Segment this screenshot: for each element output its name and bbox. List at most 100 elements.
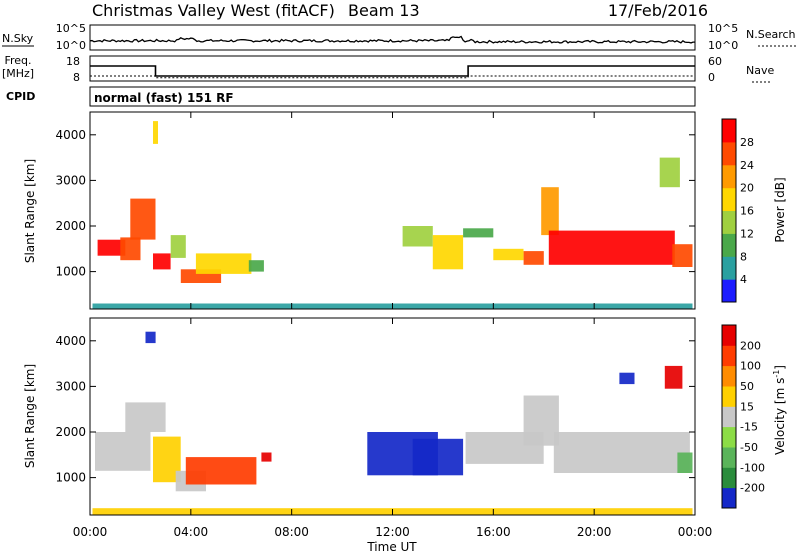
velocity-region-7 [412,438,464,476]
nsky-series-line [89,35,695,44]
velocity-colorbar-label-main: Velocity [m s [773,378,787,455]
velocity-region-10 [553,432,690,473]
velocity-colorbar-tick-2: 50 [740,380,754,393]
velocity-ytick-label-2: 3000 [55,379,86,393]
velocity-colorbar-swatch-0 [722,487,736,509]
cpid-strip-frame [89,86,696,107]
velocity-region-9 [523,395,559,446]
nave-tick-bottom: 0 [708,71,715,84]
velocity-colorbar-swatch-5 [722,386,736,407]
freq-tick-top: 18 [66,55,80,68]
freq-strip-frame [89,55,696,82]
nave-label: Nave [746,64,774,77]
power-panel-frame [89,111,696,310]
power-region-7 [248,260,264,272]
velocity-ytick-label-1: 2000 [55,425,86,439]
power-region-1 [120,237,141,261]
power-region-17 [153,121,158,144]
power-colorbar: 28 24 20 16 12 8 4 [721,118,754,303]
power-ylabel: Slant Range [km] [23,159,37,263]
x-tick-label-4: 16:00 [476,525,511,539]
power-region-11 [493,248,524,261]
power-region-0 [97,239,126,256]
x-tick-label-6: 00:00 [678,525,713,539]
power-colorbar-swatch-4 [722,187,736,211]
x-tick-label-3: 12:00 [375,525,410,539]
freq-tick-bottom: 8 [73,71,80,84]
velocity-colorbar-swatch-6 [722,365,736,387]
power-region-8 [402,226,433,247]
velocity-region-12 [664,365,683,389]
velocity-ytick-label-3: 4000 [55,334,86,348]
power-colorbar-tick-4: 12 [740,227,754,240]
power-region-12 [523,251,544,265]
velocity-ytick-label-0: 1000 [55,471,86,485]
cpid-program-text: normal (fast) 151 RF [94,91,234,105]
nave-tick-top: 60 [708,55,722,68]
power-y-axis: 1000 2000 3000 4000 [55,128,695,279]
nsky-strip-frame [89,24,696,51]
nsky-label: N.Sky [2,32,34,45]
power-colorbar-frame [721,118,737,303]
velocity-region-1 [125,402,166,432]
velocity-colorbar: 200 100 50 15 -15 -50 -100 -200 [721,324,765,509]
velocity-region-11 [677,452,693,473]
velocity-region-0 [95,432,151,471]
freq-series-line [90,65,695,77]
time-x-axis: 00:00 04:00 08:00 12:00 16:00 20:00 00:00 [73,112,713,539]
nsky-tick-bottom: 10^0 [56,39,86,52]
x-tick-label-0: 00:00 [73,525,108,539]
power-region-3 [153,253,171,270]
power-region-9 [432,235,464,270]
velocity-colorbar-swatch-2 [722,447,736,468]
x-axis-label: Time UT [366,540,417,554]
power-colorbar-swatch-6 [722,141,736,166]
power-region-15 [672,244,693,267]
x-tick-label-2: 08:00 [274,525,309,539]
velocity-y-axis: 1000 2000 3000 4000 [55,334,695,485]
velocity-colorbar-swatch-8 [722,325,736,346]
power-colorbar-swatch-2 [722,233,736,257]
velocity-colorbar-tick-6: -100 [740,461,765,474]
power-ytick-label-2: 3000 [55,173,86,187]
power-colorbar-swatch-5 [722,164,736,189]
nsearch-tick-bottom: 10^0 [708,39,738,52]
velocity-colorbar-label-sup: -1 [772,370,781,378]
velocity-colorbar-swatch-3 [722,426,736,448]
station-title: Christmas Valley West (fitACF) [92,1,335,20]
date-label: 17/Feb/2016 [608,1,708,20]
power-colorbar-label: Power [dB] [773,177,787,242]
power-ytick-label-3: 4000 [55,128,86,142]
velocity-region-5 [261,452,272,462]
nsearch-label: N.Search [746,28,796,41]
power-colorbar-swatch-3 [722,210,736,234]
power-region-16 [659,157,680,188]
power-region-2 [130,198,156,240]
power-colorbar-tick-1: 24 [740,159,754,172]
velocity-colorbar-swatch-1 [722,467,736,489]
power-region-4 [170,235,186,258]
power-colorbar-tick-2: 20 [740,182,754,195]
power-colorbar-tick-6: 4 [740,273,747,286]
velocity-colorbar-tick-7: -200 [740,482,765,495]
power-colorbar-swatch-7 [722,119,736,143]
freq-label-line1: Freq. [4,54,31,67]
velocity-ylabel: Slant Range [km] [23,364,37,468]
power-region-14 [548,230,675,265]
freq-label-line2: [MHz] [2,67,34,80]
velocity-region-4 [185,457,257,485]
cpid-label: CPID [6,90,35,103]
beam-label: Beam 13 [348,1,420,20]
power-colorbar-tick-0: 28 [740,136,754,149]
power-heatmap [92,121,693,309]
nsearch-tick-top: 10^5 [708,22,738,35]
power-colorbar-swatch-1 [722,256,736,280]
x-tick-label-5: 20:00 [577,525,612,539]
velocity-colorbar-swatch-4 [722,406,736,428]
velocity-region-14 [145,331,156,344]
velocity-colorbar-swatch-7 [722,345,736,367]
power-ytick-label-0: 1000 [55,265,86,279]
velocity-colorbar-tick-1: 100 [740,360,761,373]
power-colorbar-tick-3: 16 [740,205,754,218]
